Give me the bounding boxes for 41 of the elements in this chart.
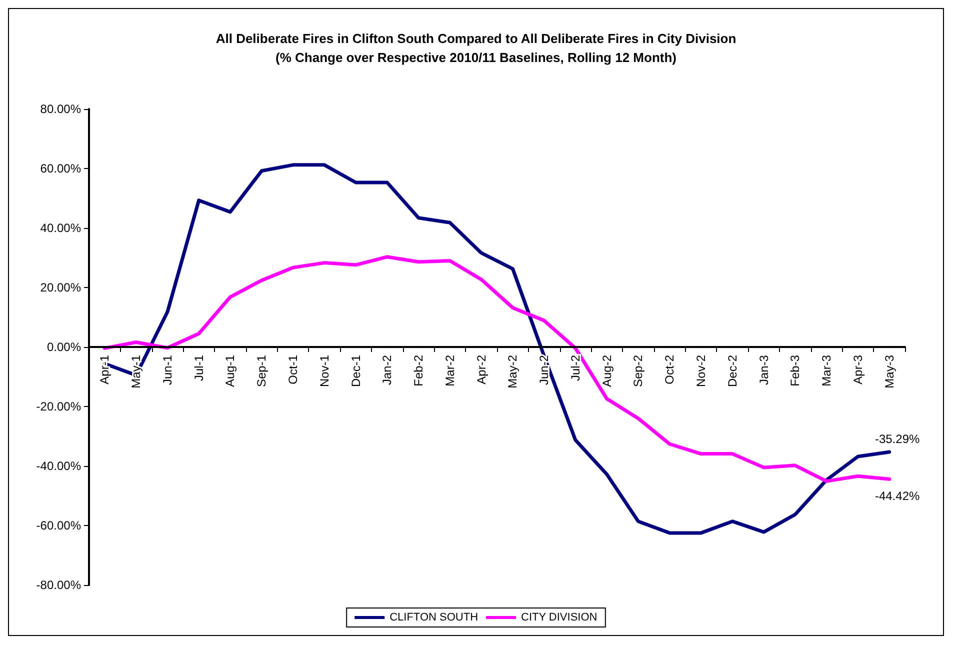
y-tick-label: 80.00% [40, 102, 82, 116]
y-tick-label: -20.00% [36, 400, 82, 414]
legend-label: CLIFTON SOUTH [390, 612, 478, 624]
x-tick-label: Feb-3 [788, 354, 802, 386]
x-tick-label: Jul-2 [568, 354, 582, 382]
x-tick-label: Aug-2 [600, 354, 614, 388]
chart-title: All Deliberate Fires in Clifton South Compared to All Deliberate Fires in City Division [216, 31, 736, 46]
x-tick-label: Jul-1 [192, 354, 206, 382]
x-tick-label: Feb-2 [412, 354, 426, 386]
y-tick-label: 0.00% [46, 340, 82, 354]
x-tick-label: Aug-1 [223, 354, 238, 388]
x-tick-label: Sep-1 [254, 354, 269, 388]
x-tick-label: Jan-2 [380, 354, 394, 386]
y-tick-label: -60.00% [36, 518, 82, 532]
data-label: -35.29% [874, 432, 920, 446]
x-tick-label: Dec-1 [348, 354, 363, 388]
y-tick-label: -40.00% [36, 459, 82, 473]
x-tick-label: Mar-3 [820, 354, 834, 386]
x-tick-label: Jun-2 [537, 354, 552, 386]
x-tick-label: Apr-3 [850, 354, 865, 384]
x-tick-label: Oct-2 [662, 354, 677, 384]
data-label: -44.42% [874, 489, 920, 504]
x-tick-label: Jan-3 [756, 354, 771, 386]
x-tick-label: Oct-1 [286, 354, 300, 384]
x-tick-label: Nov-1 [317, 354, 332, 388]
x-tick-label: Nov-2 [694, 354, 708, 388]
x-tick-label: May-3 [882, 354, 896, 388]
x-tick-label: Sep-2 [631, 354, 646, 388]
legend-label: CITY DIVISION [521, 612, 598, 624]
y-tick-label: -80.00% [36, 578, 82, 592]
y-tick-label: 40.00% [40, 221, 82, 235]
x-tick-label: Apr-1 [98, 354, 112, 384]
x-tick-label: Dec-2 [725, 354, 740, 388]
y-tick-label: 60.00% [40, 162, 82, 176]
x-tick-label: Apr-2 [474, 354, 488, 384]
x-tick-label: Mar-2 [442, 354, 457, 386]
chart-subtitle: (% Change over Respective 2010/11 Baselines, Rolling 12 Month) [276, 50, 676, 65]
y-tick-label: 20.00% [40, 280, 82, 294]
x-tick-label: May-2 [506, 354, 520, 388]
x-tick-label: May-1 [129, 354, 144, 388]
x-tick-label: Jun-1 [160, 354, 174, 386]
